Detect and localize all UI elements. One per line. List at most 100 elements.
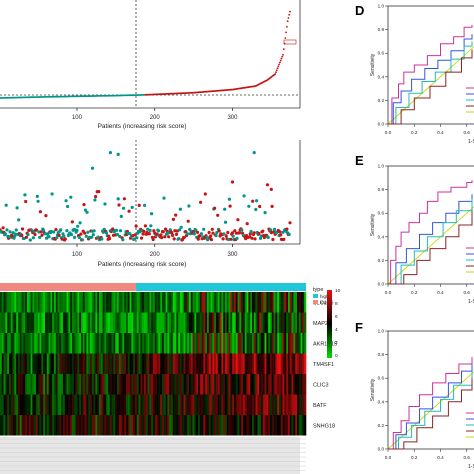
- heatmap-cell: [102, 394, 105, 415]
- roc-y-tick-label: 0.2: [378, 258, 385, 263]
- heatmap-cell: [250, 353, 253, 374]
- heatmap-cell: [50, 415, 53, 436]
- roc-x-tick-label: 0.0: [385, 130, 392, 135]
- heatmap-cell: [14, 353, 17, 374]
- status-x-label: Patients (increasing risk score): [98, 261, 187, 268]
- heatmap-cell: [201, 292, 204, 313]
- heatmap-cell: [12, 353, 15, 374]
- heatmap-cell: [255, 415, 258, 436]
- heatmap-cell: [50, 374, 53, 395]
- heatmap-cell: [185, 292, 188, 313]
- heatmap-cell: [223, 353, 226, 374]
- heatmap-cell: [61, 312, 64, 333]
- heatmap-cell: [228, 312, 231, 333]
- status-point: [83, 208, 88, 212]
- heatmap-cell: [149, 415, 152, 436]
- heatmap-cell: [25, 333, 28, 354]
- heatmap-cell: [120, 353, 123, 374]
- heatmap-cell: [246, 394, 249, 415]
- heatmap-cell: [21, 374, 24, 395]
- heatmap-cell: [106, 394, 109, 415]
- heatmap-cell: [120, 312, 123, 333]
- heatmap-cell: [82, 394, 85, 415]
- heatmap-cell: [255, 394, 258, 415]
- heatmap-cell: [273, 374, 276, 395]
- heatmap-cell: [145, 394, 148, 415]
- heatmap-cell: [230, 292, 233, 313]
- heatmap-cell: [302, 312, 305, 333]
- heatmap-cell: [0, 353, 3, 374]
- heatmap-cell: [36, 374, 39, 395]
- heatmap-cell: [282, 394, 285, 415]
- heatmap-cell: [277, 333, 280, 354]
- heatmap-cell: [41, 292, 44, 313]
- heatmap-cell: [176, 333, 179, 354]
- heatmap-cell: [77, 292, 80, 313]
- heatmap-cell: [289, 415, 292, 436]
- heatmap-cell: [145, 333, 148, 354]
- heatmap-cell: [203, 312, 206, 333]
- heatmap-cell: [57, 292, 60, 313]
- heatmap-cell: [55, 374, 58, 395]
- heatmap-cell: [138, 394, 141, 415]
- heatmap-cell: [86, 394, 89, 415]
- heatmap-cell: [72, 312, 75, 333]
- heatmap-cell: [97, 394, 100, 415]
- heatmap-cell: [158, 394, 161, 415]
- roc-y-tick-label: 0.0: [378, 122, 385, 127]
- heatmap-cell: [199, 312, 202, 333]
- heatmap-cell: [257, 394, 260, 415]
- status-point: [64, 199, 68, 203]
- heatmap-cell: [91, 415, 94, 436]
- heatmap-cell: [129, 333, 132, 354]
- heatmap-cell: [25, 312, 28, 333]
- heatmap-cell: [212, 333, 215, 354]
- heatmap-cell: [30, 374, 33, 395]
- heatmap-cell: [102, 374, 105, 395]
- roc-x-label: 1-Specificity: [468, 299, 474, 305]
- heatmap-cell: [32, 394, 35, 415]
- status-point: [11, 231, 15, 235]
- heatmap-cell: [27, 312, 30, 333]
- status-point: [138, 230, 142, 234]
- heatmap-cell: [158, 374, 161, 395]
- heatmap-cell: [37, 415, 40, 436]
- status-point: [13, 232, 18, 236]
- roc-frame: [387, 5, 474, 125]
- heatmap-cell: [246, 333, 249, 354]
- roc-curve: [388, 357, 473, 450]
- heatmap-cell: [59, 312, 62, 333]
- heatmap-cell: [165, 415, 168, 436]
- heatmap-cell: [185, 333, 188, 354]
- heatmap-cell: [169, 312, 172, 333]
- heatmap-cell: [196, 394, 199, 415]
- heatmap-cell: [37, 312, 40, 333]
- heatmap-cell: [104, 394, 107, 415]
- heatmap-cell: [250, 415, 253, 436]
- heatmap-cell: [266, 374, 269, 395]
- heatmap-cell: [149, 292, 152, 313]
- heatmap-cell: [133, 312, 136, 333]
- heatmap-cell: [259, 394, 262, 415]
- heatmap-cell: [88, 333, 91, 354]
- heatmap-cell: [163, 415, 166, 436]
- heatmap-cell: [225, 312, 228, 333]
- heatmap-cell: [156, 353, 159, 374]
- status-point: [137, 203, 141, 207]
- heatmap-cell: [246, 353, 249, 374]
- heatmap-cell: [226, 374, 229, 395]
- heatmap-cell: [297, 333, 300, 354]
- heatmap-cell: [106, 292, 109, 313]
- heatmap-cell: [46, 292, 49, 313]
- heatmap-cell: [280, 353, 283, 374]
- heatmap-cell: [237, 415, 240, 436]
- heatmap-cell: [261, 353, 264, 374]
- heatmap-cell: [32, 415, 35, 436]
- heatmap-cell: [73, 394, 76, 415]
- heatmap-cell: [262, 312, 265, 333]
- heatmap-cell: [86, 312, 89, 333]
- heatmap-cells: [0, 292, 307, 436]
- heatmap-cell: [120, 394, 123, 415]
- heatmap-cell: [43, 353, 46, 374]
- status-point: [226, 230, 230, 235]
